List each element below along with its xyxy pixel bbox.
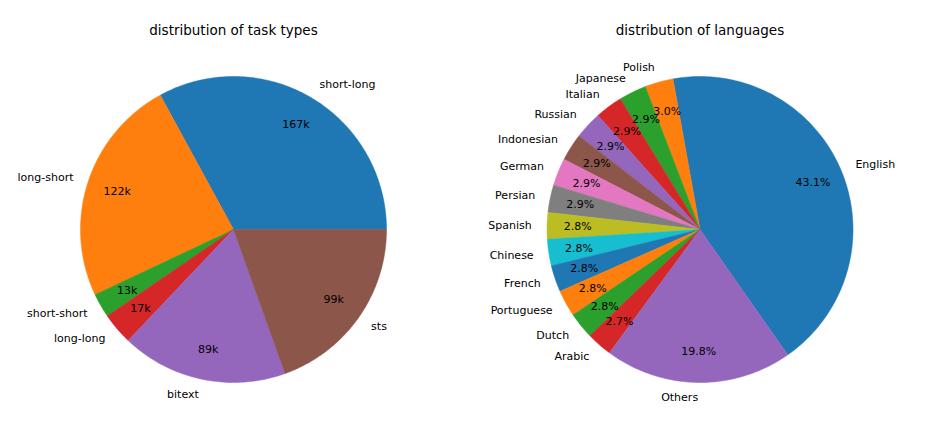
svg-text:2.9%: 2.9% <box>632 113 660 127</box>
svg-text:43.1%: 43.1% <box>796 176 831 189</box>
svg-text:bitext: bitext <box>167 388 199 401</box>
svg-text:2.9%: 2.9% <box>596 140 624 153</box>
svg-text:Dutch: Dutch <box>536 329 569 342</box>
svg-text:2.9%: 2.9% <box>566 198 594 211</box>
svg-text:19.8%: 19.8% <box>681 345 716 358</box>
svg-text:2.7%: 2.7% <box>605 315 633 328</box>
svg-text:2.8%: 2.8% <box>579 282 607 295</box>
svg-text:3.0%: 3.0% <box>653 105 682 119</box>
svg-text:17k: 17k <box>130 302 151 315</box>
svg-text:2.9%: 2.9% <box>613 125 641 138</box>
svg-text:sts: sts <box>371 320 387 333</box>
svg-text:99k: 99k <box>323 293 344 306</box>
svg-text:Chinese: Chinese <box>490 249 534 262</box>
svg-text:English: English <box>855 158 895 171</box>
svg-text:89k: 89k <box>198 343 219 356</box>
svg-text:Persian: Persian <box>495 189 535 202</box>
svg-text:Italian: Italian <box>565 88 599 101</box>
svg-text:long-long: long-long <box>54 332 105 345</box>
svg-text:2.8%: 2.8% <box>570 262 598 275</box>
svg-text:167k: 167k <box>282 118 310 131</box>
svg-text:distribution of task types: distribution of task types <box>149 22 317 38</box>
svg-text:distribution of languages: distribution of languages <box>616 22 784 38</box>
svg-text:German: German <box>500 160 544 173</box>
svg-text:Japanese: Japanese <box>575 72 626 85</box>
svg-text:Others: Others <box>661 391 698 404</box>
svg-text:2.8%: 2.8% <box>564 220 592 233</box>
svg-text:2.8%: 2.8% <box>591 300 619 313</box>
svg-text:2.9%: 2.9% <box>573 177 601 190</box>
svg-text:long-short: long-short <box>18 171 75 184</box>
svg-text:Portuguese: Portuguese <box>491 304 553 317</box>
svg-text:short-long: short-long <box>319 78 375 91</box>
svg-text:2.9%: 2.9% <box>583 157 611 170</box>
svg-text:Indonesian: Indonesian <box>498 133 558 146</box>
svg-text:Spanish: Spanish <box>488 219 531 232</box>
svg-text:13k: 13k <box>117 284 138 297</box>
svg-text:2.8%: 2.8% <box>565 242 593 255</box>
svg-text:Arabic: Arabic <box>554 350 589 363</box>
svg-text:122k: 122k <box>103 185 131 198</box>
svg-text:short-short: short-short <box>27 307 88 320</box>
svg-text:Polish: Polish <box>623 61 655 74</box>
svg-text:French: French <box>504 277 541 290</box>
svg-text:Russian: Russian <box>534 108 576 121</box>
